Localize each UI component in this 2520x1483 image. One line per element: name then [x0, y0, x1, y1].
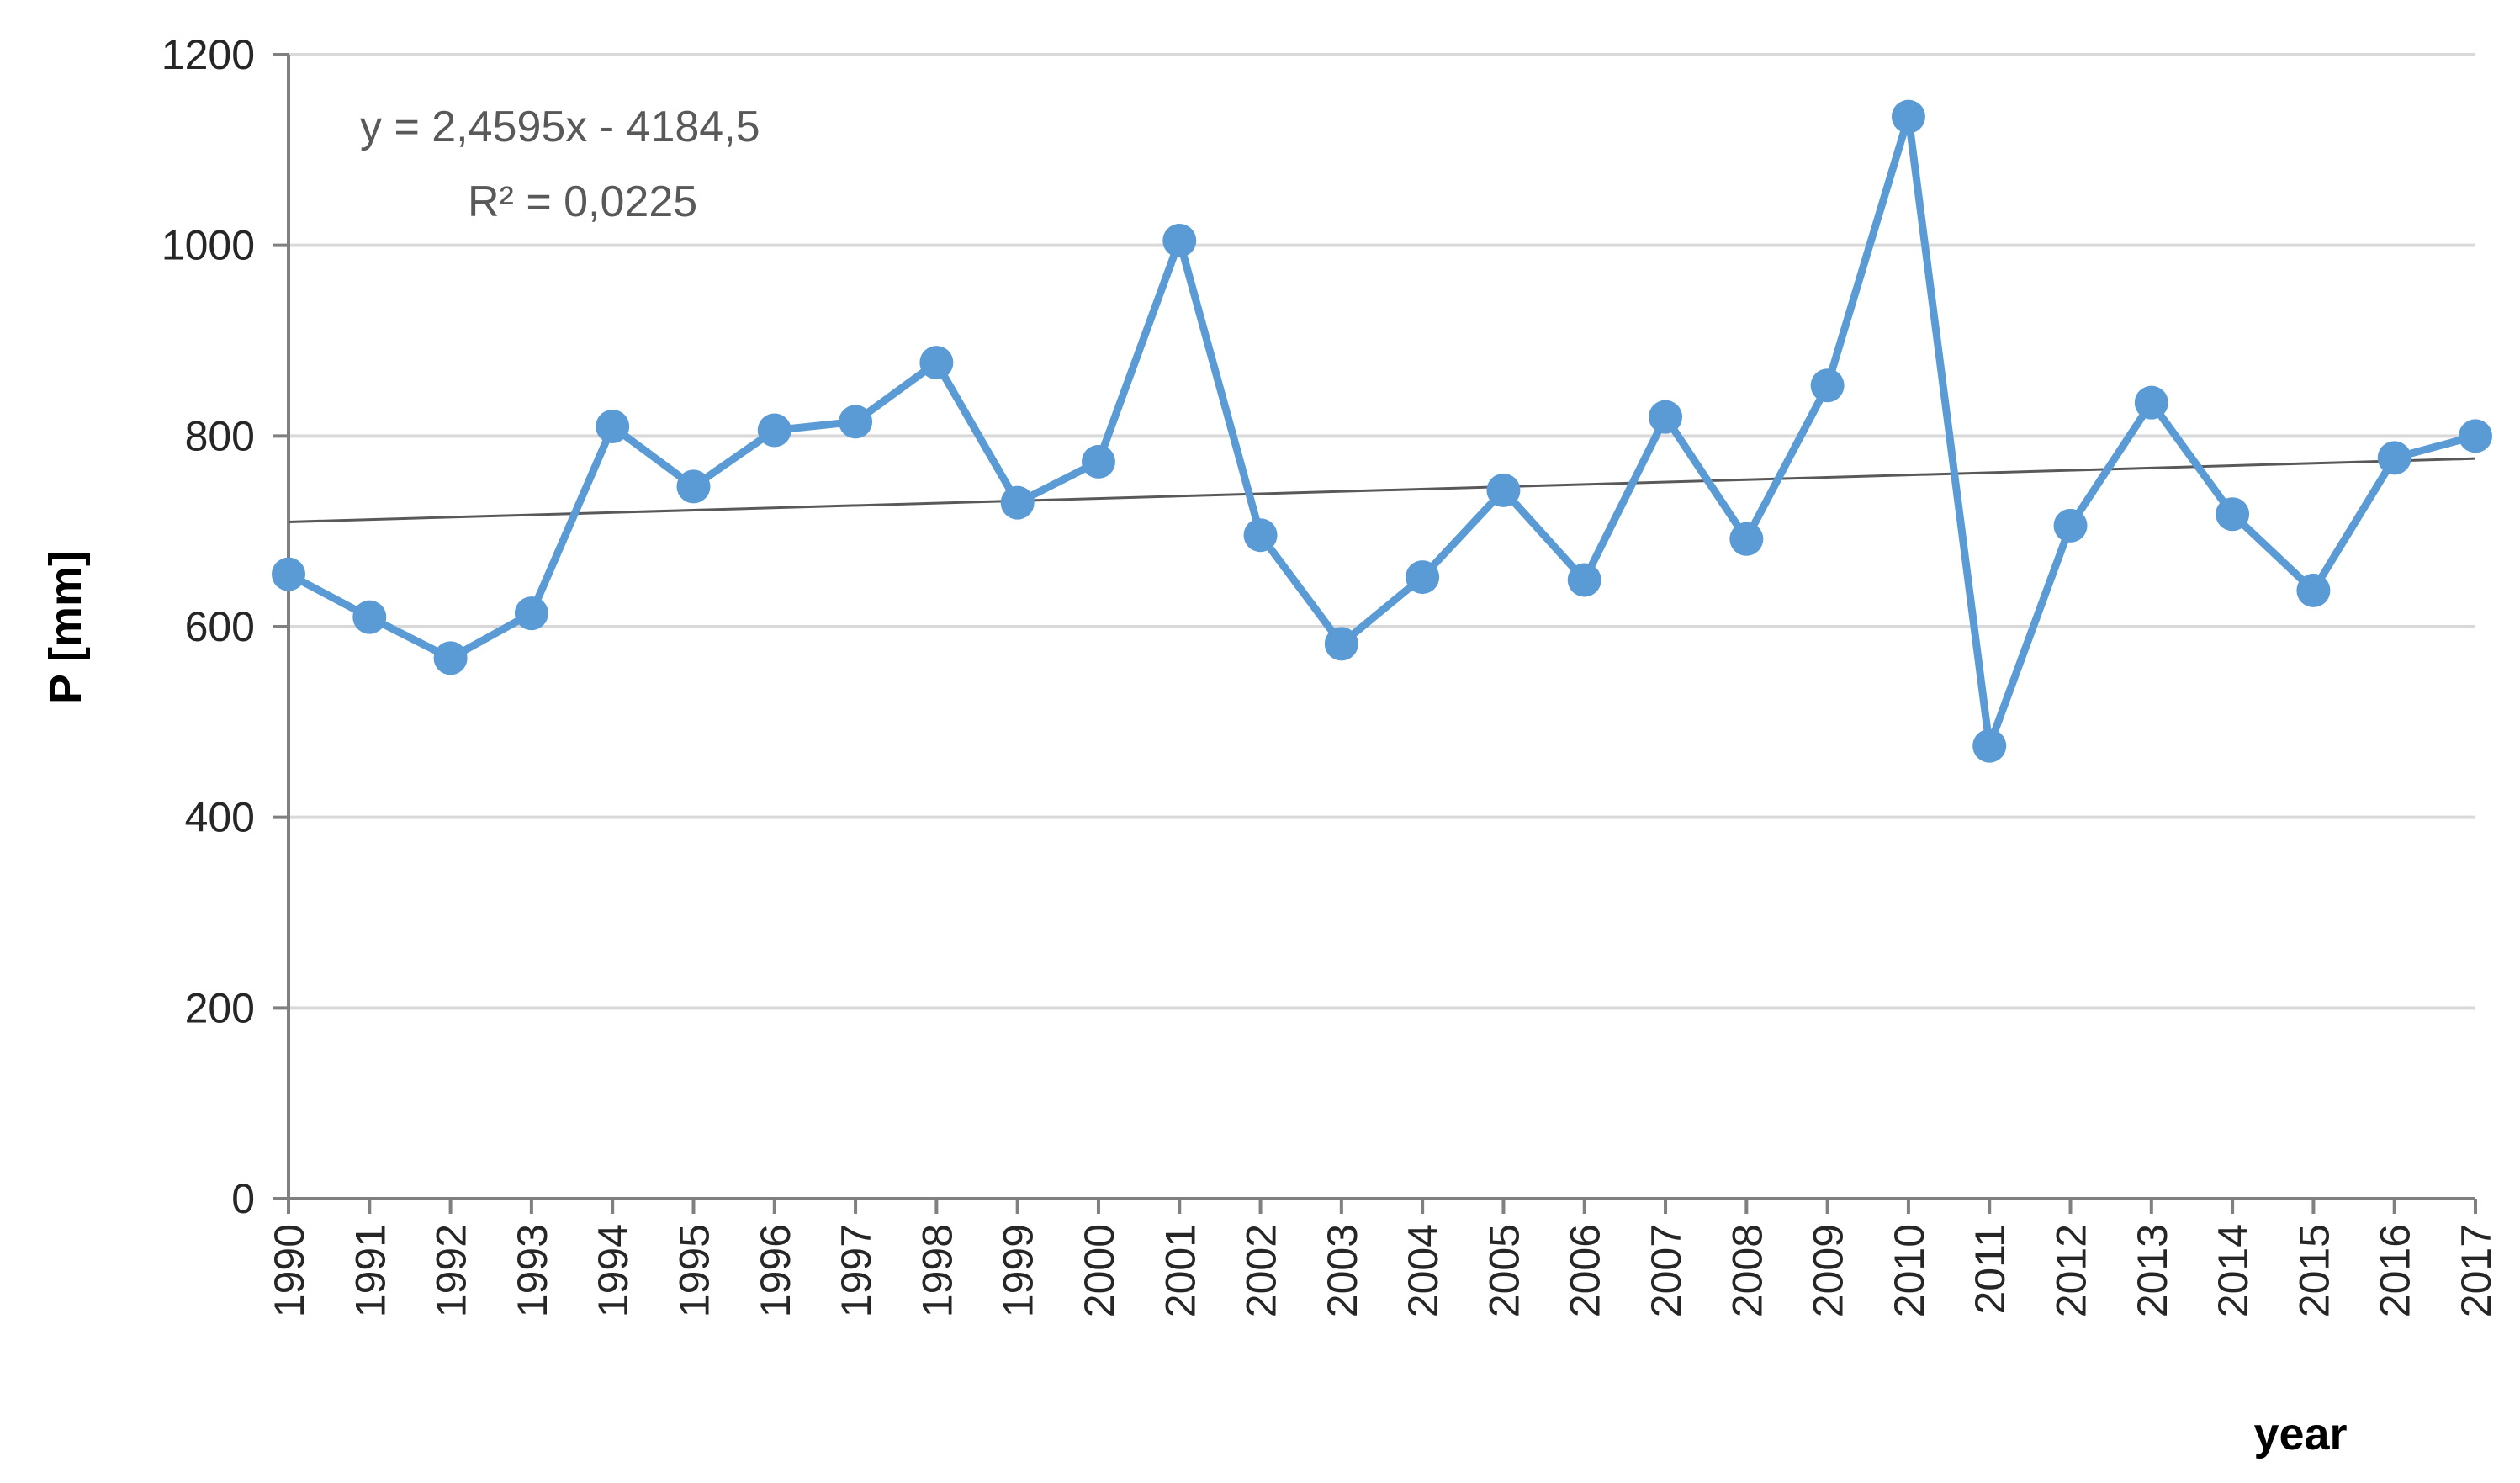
data-point: [1649, 400, 1683, 434]
x-tick-label: 2008: [1723, 1224, 1771, 1317]
x-tick-label: 2009: [1805, 1224, 1852, 1317]
x-tick-label: 2011: [1967, 1224, 2014, 1315]
x-tick-label: 1991: [347, 1224, 394, 1317]
gridlines: [289, 53, 2475, 1010]
data-point: [1567, 563, 1601, 597]
x-tick-label: 1992: [428, 1224, 475, 1317]
x-tick-label: 1998: [913, 1224, 961, 1317]
data-point: [1243, 518, 1278, 553]
data-point: [676, 469, 711, 504]
x-tick-label: 1999: [995, 1224, 1042, 1317]
data-point: [596, 410, 630, 443]
data-point: [839, 405, 873, 439]
x-tick-label: 2016: [2372, 1224, 2419, 1317]
x-tick-labels: 1990 1991 1992 1993 1994 1995 1996 1997 1998 1999…: [266, 1224, 2500, 1317]
x-tick-label: 1994: [590, 1224, 637, 1317]
data-point: [1729, 522, 1764, 556]
data-point: [352, 600, 387, 634]
data-point: [1000, 485, 1035, 520]
data-point: [2296, 573, 2331, 607]
x-tick-label: 2015: [2290, 1224, 2337, 1317]
data-point: [2134, 385, 2168, 420]
x-tick-label: 2001: [1157, 1224, 1204, 1317]
data-point: [1324, 627, 1358, 661]
y-tick-label: 400: [185, 794, 255, 841]
x-tick-label: 1993: [509, 1224, 556, 1317]
data-point: [1891, 99, 1925, 134]
y-tick-label: 1200: [161, 31, 255, 78]
data-point: [1972, 728, 2007, 763]
data-point: [2053, 508, 2088, 543]
axes: [273, 53, 2477, 1214]
y-tick-label: 800: [185, 412, 255, 459]
data-point: [1162, 224, 1197, 257]
x-tick-label: 2012: [2048, 1224, 2095, 1317]
data-point: [1081, 444, 1115, 479]
trendline-equation: y = 2,4595x - 4184,5: [360, 103, 760, 151]
data-point: [514, 596, 548, 631]
data-point: [1810, 368, 1845, 403]
x-tick-label: 2014: [2210, 1224, 2257, 1317]
data-point: [919, 346, 954, 380]
data-point: [2216, 497, 2250, 532]
data-point: [272, 557, 305, 591]
trendline-layer: [288, 457, 2476, 523]
y-tick-label: 600: [185, 603, 255, 650]
y-axis-title: P [mm]: [40, 551, 91, 704]
data-point: [757, 413, 791, 448]
x-tick-label: 2010: [1886, 1224, 1933, 1317]
data-point: [2377, 441, 2411, 475]
x-tick-label: 2003: [1319, 1224, 1366, 1317]
x-tick-label: 1996: [752, 1224, 799, 1317]
x-tick-label: 2002: [1238, 1224, 1285, 1317]
trendline-r-squared: R² = 0,0225: [468, 177, 697, 226]
x-tick-label: 2007: [1643, 1224, 1690, 1317]
series-layer: [272, 99, 2492, 763]
y-tick-label: 200: [185, 984, 255, 1031]
x-tick-label: 2013: [2129, 1224, 2176, 1317]
x-tick-label: 2017: [2453, 1224, 2500, 1317]
data-point: [1406, 560, 1440, 595]
y-tick-label: 0: [231, 1175, 255, 1222]
data-point: [2459, 419, 2492, 453]
data-point: [1486, 473, 1521, 507]
x-tick-label: 2006: [1562, 1224, 1609, 1317]
x-tick-label: 1990: [266, 1224, 313, 1317]
y-tick-labels: 0 200 400 600 800 1000 1200: [161, 31, 255, 1222]
x-tick-label: 1997: [833, 1224, 880, 1317]
trendline: [288, 457, 2476, 523]
x-tick-label: 2004: [1400, 1224, 1447, 1317]
x-axis-title: year: [2253, 1409, 2347, 1459]
series-line: [284, 113, 2480, 750]
x-tick-label: 2005: [1480, 1224, 1527, 1317]
data-point: [433, 641, 468, 675]
x-tick-label: 1995: [670, 1224, 717, 1317]
y-tick-label: 1000: [161, 222, 255, 269]
x-tick-label: 2000: [1076, 1224, 1123, 1317]
